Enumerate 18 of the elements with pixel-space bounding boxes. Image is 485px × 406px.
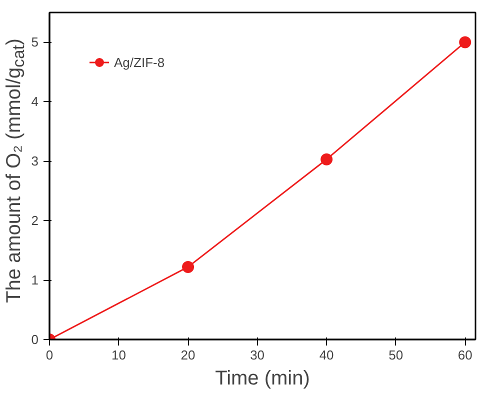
x-tick-label: 50: [388, 348, 404, 362]
point: [459, 36, 472, 48]
y-tick-label: 5: [31, 34, 39, 50]
x-axis-title: Time (min): [215, 368, 310, 390]
x-tick-label: 30: [250, 348, 265, 362]
x-tick-label: 0: [46, 348, 54, 362]
point: [320, 153, 333, 166]
y-tick-label: 3: [31, 154, 39, 169]
x-tick-label: 40: [319, 348, 334, 362]
y-tick-label: 2: [31, 213, 39, 228]
x-tick-label: 20: [180, 348, 196, 362]
x-tick-label: 10: [112, 348, 126, 362]
y-tick-label: 4: [31, 94, 39, 110]
legend-label: Ag/ZIF-8: [114, 54, 165, 70]
x-tick-label: 60: [458, 348, 472, 362]
y-tick-label: 0: [31, 332, 39, 347]
y-tick-label: 1: [31, 272, 39, 288]
point: [182, 260, 194, 273]
